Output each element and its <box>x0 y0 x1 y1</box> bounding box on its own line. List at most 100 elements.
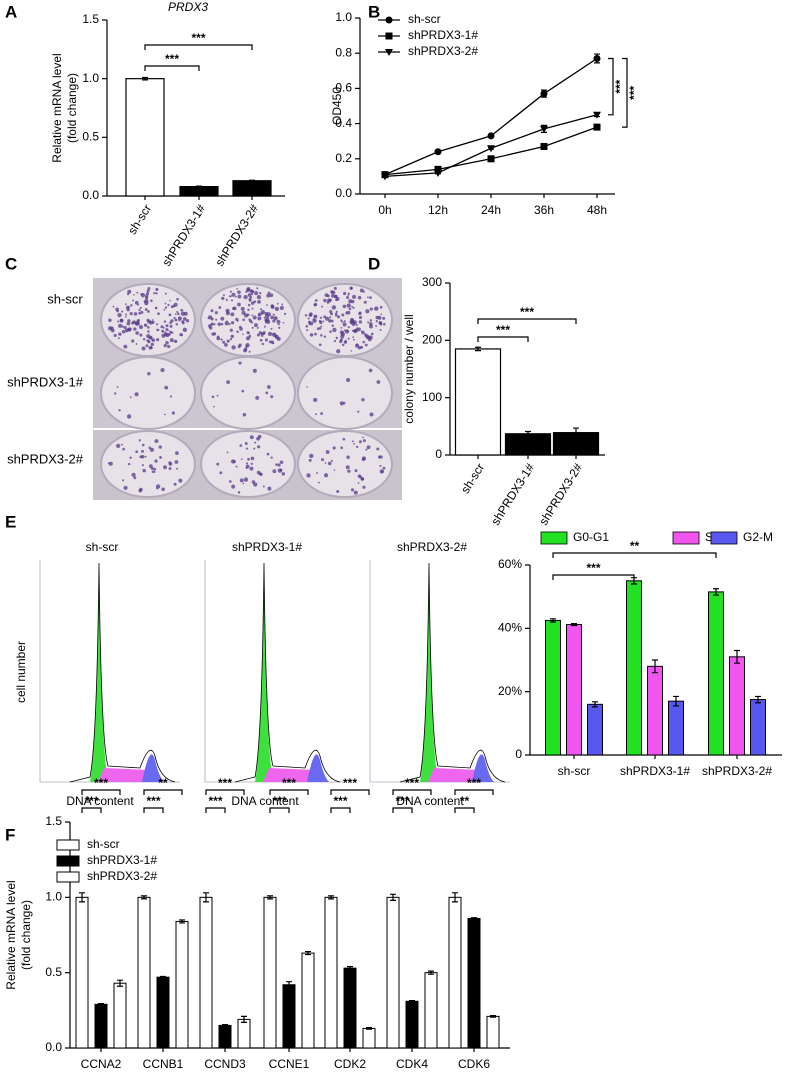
x-tick-label: shPRDX3-2# <box>536 461 585 528</box>
colony <box>327 461 332 466</box>
significance-bracket <box>144 65 200 71</box>
x-tick-label: CDK6 <box>458 1057 490 1071</box>
error-bar <box>550 618 556 623</box>
x-tick-label: sh-scr <box>458 461 487 496</box>
colony <box>167 344 171 349</box>
colony <box>178 319 181 322</box>
colony <box>156 338 160 342</box>
colony <box>174 313 177 315</box>
y-tick-label: 0.0 <box>82 188 99 202</box>
colony <box>229 328 233 332</box>
legend-label: sh-scr <box>87 837 120 851</box>
y-axis-label: (fold change) <box>65 73 79 143</box>
colony <box>308 458 312 462</box>
colony <box>251 314 253 317</box>
colony <box>169 299 171 302</box>
significance-bracket <box>330 807 351 813</box>
colony <box>346 295 350 300</box>
colony <box>164 302 167 305</box>
colony <box>224 343 228 347</box>
colony <box>173 339 178 344</box>
colony <box>129 456 132 459</box>
colony <box>140 455 145 459</box>
y-tick-label: 100 <box>422 390 442 404</box>
colony <box>256 333 260 337</box>
legend-label: shPRDX3-1# <box>87 853 157 867</box>
colony <box>115 307 119 312</box>
colony <box>318 326 322 330</box>
colony <box>147 330 150 333</box>
significance-label: *** <box>191 31 205 45</box>
colony <box>334 312 338 315</box>
bar <box>343 967 357 1049</box>
colony <box>243 294 248 300</box>
colony <box>214 311 218 315</box>
colony <box>110 328 115 333</box>
colony <box>224 321 229 326</box>
colony <box>123 344 128 349</box>
colony <box>117 337 120 340</box>
colony <box>345 312 348 315</box>
colony <box>306 386 308 388</box>
colony <box>380 313 383 316</box>
bar <box>545 619 561 756</box>
colony <box>124 313 128 316</box>
colony <box>275 463 278 466</box>
colony <box>141 346 146 351</box>
y-tick-label: 300 <box>422 275 442 289</box>
panel-letter: F <box>5 825 15 844</box>
colony <box>241 310 246 315</box>
colony <box>349 320 354 324</box>
colony <box>358 311 362 316</box>
colony <box>121 310 124 313</box>
colony <box>256 294 262 300</box>
colony <box>175 323 179 326</box>
colony <box>314 299 318 302</box>
colony <box>257 299 261 304</box>
colony <box>239 478 244 483</box>
y-tick-label: 0.0 <box>45 1040 62 1054</box>
colony <box>132 299 135 302</box>
colony <box>247 308 250 312</box>
colony <box>274 316 276 319</box>
colony <box>126 307 130 312</box>
colony <box>306 473 311 478</box>
colony <box>130 304 133 307</box>
colony <box>147 326 150 329</box>
colony <box>169 324 173 328</box>
colony <box>135 331 140 335</box>
colony <box>281 303 284 306</box>
colony <box>180 311 186 316</box>
colony <box>251 326 254 329</box>
x-tick-label: CCNE1 <box>269 1057 310 1071</box>
significance-label: *** <box>496 323 510 337</box>
colony <box>355 343 359 346</box>
colony <box>267 331 273 337</box>
significance-label: *** <box>586 561 600 575</box>
colony <box>230 334 234 339</box>
colony <box>241 389 245 393</box>
colony <box>178 478 183 483</box>
y-tick-label: 1.0 <box>82 71 99 85</box>
error-bar <box>117 979 123 987</box>
colony <box>312 318 317 323</box>
colony <box>345 377 351 383</box>
colony <box>147 310 150 313</box>
colony <box>236 330 239 334</box>
colony <box>124 328 129 333</box>
colony <box>320 412 324 415</box>
x-tick-label: shPRDX3-2# <box>702 764 772 778</box>
colony <box>343 291 347 296</box>
colony <box>272 319 276 323</box>
colony <box>277 323 280 326</box>
bar <box>232 180 272 197</box>
colony <box>369 296 372 299</box>
bar <box>75 896 89 1049</box>
colony <box>348 299 353 304</box>
error-bar <box>428 970 434 975</box>
g1-peak <box>420 565 438 782</box>
colony <box>185 319 190 323</box>
colony <box>367 321 370 324</box>
colony <box>108 461 113 466</box>
